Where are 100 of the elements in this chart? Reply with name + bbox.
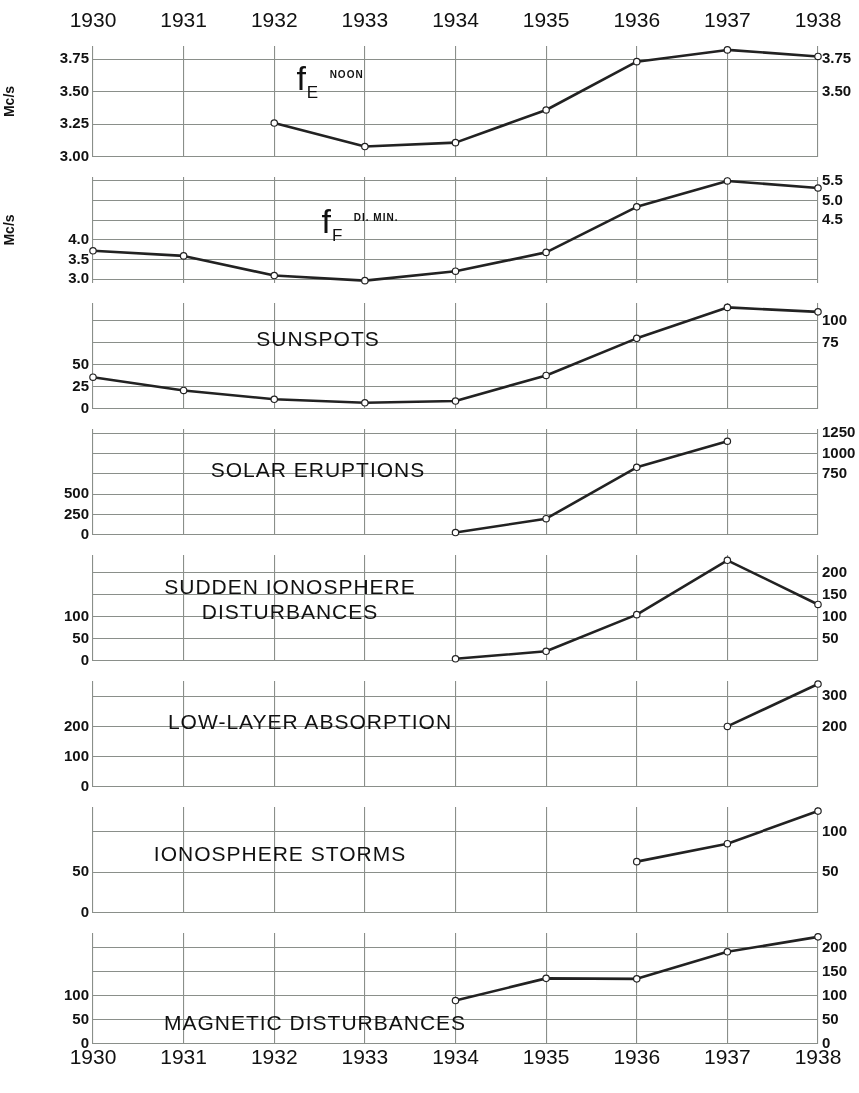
x-tick-label: 1931 bbox=[160, 1045, 207, 1069]
text: IONOSPHERE STORMS bbox=[152, 841, 408, 867]
y2-tick-label: 3.50 bbox=[822, 81, 852, 99]
y2-tick-label: 50 bbox=[822, 1010, 839, 1028]
y2-tick-label: 300 bbox=[822, 686, 848, 704]
x-tick-label: 1933 bbox=[341, 1045, 389, 1069]
x-tick-label: 1936 bbox=[613, 1045, 661, 1069]
y-tick-label: 50 bbox=[72, 629, 89, 647]
x2-tick-label: 1936 bbox=[613, 8, 661, 32]
point bbox=[632, 203, 641, 211]
y-tick-label: 3.5 bbox=[68, 249, 89, 267]
point bbox=[814, 600, 822, 609]
y-tick-label: 3.00 bbox=[59, 147, 89, 165]
text: SUDDEN IONOSPHERE DISTURBANCES bbox=[163, 573, 417, 624]
y2-tick-label: 200 bbox=[822, 716, 848, 734]
y2-tick-label: 200 bbox=[822, 937, 848, 955]
y-tick-label: 3.50 bbox=[59, 81, 89, 99]
point bbox=[451, 996, 460, 1005]
point bbox=[814, 933, 822, 941]
point bbox=[542, 371, 550, 380]
y2-tick-label: 200 bbox=[822, 562, 848, 580]
point bbox=[723, 303, 732, 312]
y-tick-label: 250 bbox=[63, 504, 89, 522]
y-tick-label: 0 bbox=[80, 903, 89, 921]
y-tick-label: 200 bbox=[63, 716, 89, 734]
point bbox=[632, 975, 641, 983]
y2-tick-label: 50 bbox=[822, 629, 839, 647]
point bbox=[451, 267, 460, 276]
point bbox=[542, 106, 550, 114]
point bbox=[361, 399, 369, 407]
y2-tick-label: 1000 bbox=[822, 443, 856, 461]
point bbox=[814, 52, 822, 61]
y-axis-title: Mc/s bbox=[1, 85, 18, 118]
y2-tick-label: 4.5 bbox=[822, 210, 843, 228]
point bbox=[361, 142, 369, 151]
point bbox=[723, 437, 732, 446]
y2-tick-label: 150 bbox=[822, 961, 848, 979]
y2-tick-label: 5.5 bbox=[822, 171, 843, 189]
point bbox=[451, 528, 460, 537]
point bbox=[632, 334, 641, 343]
y2-tick-label: 750 bbox=[822, 463, 848, 481]
point bbox=[814, 308, 822, 316]
point bbox=[814, 807, 822, 815]
point bbox=[179, 252, 188, 260]
y2-tick-label: 75 bbox=[822, 332, 839, 350]
point bbox=[542, 248, 550, 257]
y-tick-label: 3.25 bbox=[59, 114, 89, 132]
x2-tick-label: 1932 bbox=[250, 8, 298, 32]
x-tick-label: 1935 bbox=[522, 1045, 570, 1069]
y2-tick-label: 100 bbox=[822, 310, 848, 328]
y-tick-label: 0 bbox=[80, 525, 89, 543]
y2-tick-label: 1250 bbox=[822, 423, 856, 441]
y-tick-label: 0 bbox=[80, 777, 89, 795]
y-tick-label: 50 bbox=[72, 354, 89, 372]
x2-tick-label: 1933 bbox=[341, 8, 389, 32]
y-tick-label: 50 bbox=[72, 1010, 89, 1028]
point bbox=[270, 271, 279, 280]
point bbox=[632, 463, 641, 472]
point bbox=[632, 57, 641, 66]
point bbox=[179, 386, 188, 395]
point bbox=[270, 119, 279, 127]
point bbox=[632, 857, 641, 866]
y2-tick-label: 100 bbox=[822, 821, 848, 839]
y-tick-label: 100 bbox=[63, 746, 89, 764]
y-tick-label: 500 bbox=[63, 484, 89, 502]
text: MAGNETIC DISTURBANCES bbox=[162, 1010, 468, 1036]
x2-tick-label: 1937 bbox=[704, 8, 751, 32]
point bbox=[89, 247, 97, 255]
x2-tick-label: 1931 bbox=[160, 8, 207, 32]
y2-tick-label: 50 bbox=[822, 862, 839, 880]
point bbox=[814, 184, 822, 192]
point bbox=[451, 654, 460, 663]
y-tick-label: 3.0 bbox=[68, 269, 89, 287]
y2-tick-label: 5.0 bbox=[822, 190, 843, 208]
x-tick-label: 1937 bbox=[704, 1045, 751, 1069]
point bbox=[723, 839, 732, 848]
point bbox=[632, 610, 641, 619]
x-tick-label: 1932 bbox=[250, 1045, 298, 1069]
text: LOW-LAYER ABSORPTION bbox=[166, 709, 454, 735]
point bbox=[542, 647, 550, 656]
x2-tick-label: 1934 bbox=[432, 8, 480, 32]
point bbox=[451, 138, 460, 147]
point bbox=[89, 373, 97, 381]
y-tick-label: 25 bbox=[72, 377, 89, 395]
point bbox=[542, 974, 550, 983]
x2-tick-label: 1938 bbox=[794, 8, 842, 32]
y-tick-label: 3.75 bbox=[59, 49, 89, 67]
y-tick-label: 100 bbox=[63, 985, 89, 1003]
x-tick-label: 1934 bbox=[432, 1045, 480, 1069]
y-tick-label: 100 bbox=[63, 606, 89, 624]
y-tick-label: 50 bbox=[72, 862, 89, 880]
point bbox=[723, 46, 732, 54]
text: SUNSPOTS bbox=[255, 326, 381, 352]
y2-tick-label: 3.75 bbox=[822, 49, 852, 67]
text: SOLAR ERUPTIONS bbox=[209, 457, 427, 483]
y-axis-title: Mc/s bbox=[1, 214, 18, 246]
point bbox=[451, 397, 460, 405]
y2-tick-label: 100 bbox=[822, 606, 848, 624]
point bbox=[270, 395, 279, 404]
point bbox=[723, 556, 732, 565]
